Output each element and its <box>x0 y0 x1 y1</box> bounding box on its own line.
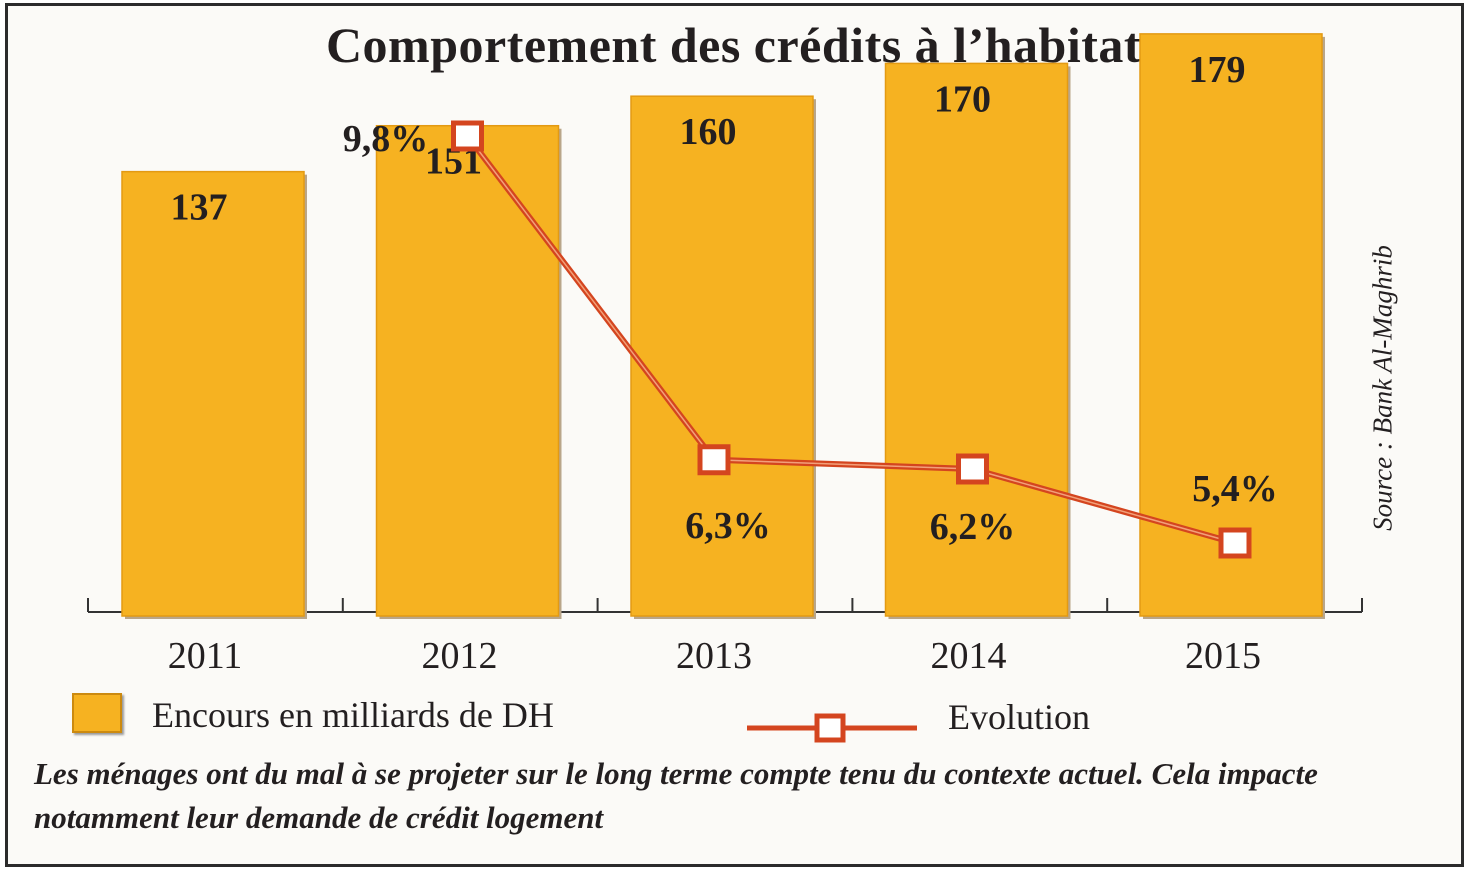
caption-text: Les ménages ont du mal à se projeter sur… <box>34 756 1318 835</box>
evolution-line-highlight <box>466 135 1236 544</box>
evolution-point <box>451 120 484 152</box>
x-tick-label: 2013 <box>676 635 752 677</box>
legend-bar-label: Encours en milliards de DH <box>152 695 554 735</box>
evolution-point <box>956 453 989 485</box>
legend-line-marker <box>747 713 917 743</box>
bar <box>121 170 305 617</box>
bar-value-label: 170 <box>934 78 991 120</box>
bar-value-label: 160 <box>680 111 737 153</box>
bar <box>1139 33 1323 617</box>
bar <box>884 62 1069 617</box>
x-tick-label: 2014 <box>931 635 1007 677</box>
legend-line-label: Evolution <box>948 697 1090 737</box>
evolution-point <box>1218 527 1252 559</box>
bar-value-label: 179 <box>1189 49 1246 91</box>
x-tick-label: 2012 <box>422 635 498 677</box>
evolution-value-label: 5,4% <box>1192 468 1278 510</box>
evolution-value-label: 6,2% <box>930 506 1016 548</box>
bar <box>375 124 560 617</box>
bar <box>630 95 814 617</box>
bar-value-label: 137 <box>171 187 228 229</box>
evolution-value-label: 6,3% <box>685 505 771 547</box>
evolution-value-label: 9,8% <box>343 118 429 160</box>
legend-bar-swatch <box>72 693 122 733</box>
evolution-line <box>465 134 1236 546</box>
evolution-point <box>697 444 731 476</box>
x-tick-label: 2011 <box>168 635 243 677</box>
source-note: Source : Bank Al-Maghrib <box>1367 245 1398 531</box>
x-tick-label: 2015 <box>1185 635 1261 677</box>
